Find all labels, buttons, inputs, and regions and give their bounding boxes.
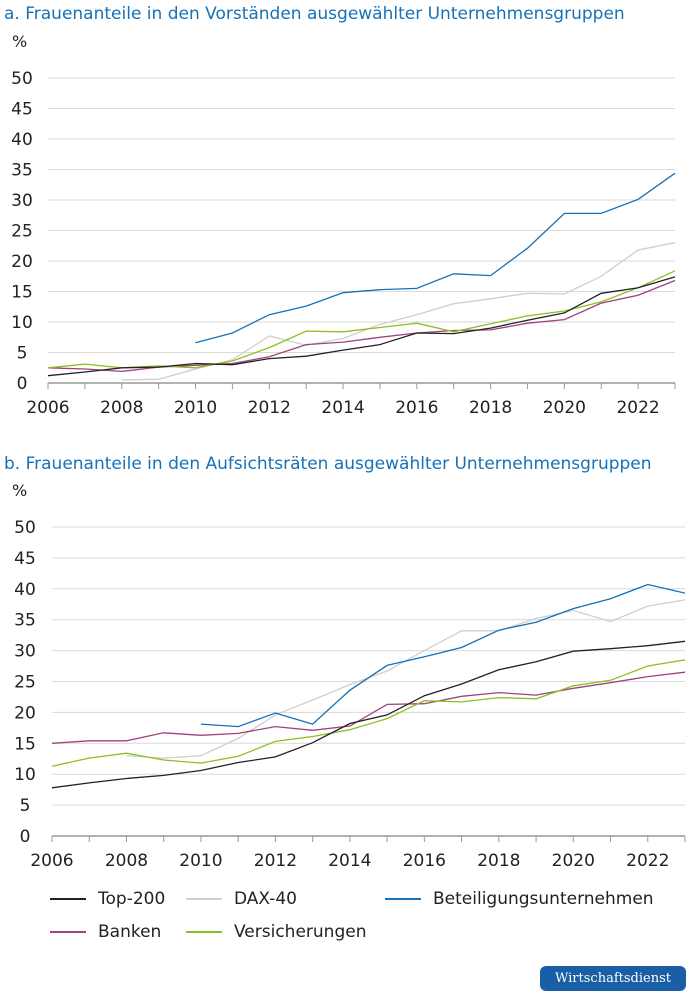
x-tick-label: 2014	[321, 398, 364, 418]
y-tick-label: 35	[11, 161, 33, 181]
x-tick-label: 2006	[26, 398, 69, 418]
y-unit-label: %	[12, 481, 27, 500]
x-tick-label: 2020	[552, 851, 595, 871]
series-line-top-200	[51, 640, 686, 789]
legend-label: Top-200	[98, 889, 166, 909]
legend-swatch	[50, 898, 86, 900]
x-tick-label: 2018	[469, 398, 512, 418]
y-unit-label: %	[12, 32, 27, 51]
y-tick-label: 0	[17, 374, 28, 394]
y-tick-label: 25	[14, 673, 36, 693]
y-tick-label: 10	[11, 313, 33, 333]
y-tick-label: 30	[11, 191, 33, 211]
x-tick-label: 2020	[543, 398, 586, 418]
series-line-banken	[51, 671, 686, 744]
y-tick-label: 45	[11, 100, 33, 120]
y-tick-label: 10	[14, 765, 36, 785]
y-tick-label: 30	[14, 642, 36, 662]
x-tick-label: 2008	[105, 851, 148, 871]
x-tick-label: 2016	[403, 851, 446, 871]
y-tick-label: 15	[11, 283, 33, 303]
chart-b-title: b. Frauenanteile in den Aufsichtsräten a…	[4, 454, 652, 474]
legend-banken: Banken	[50, 922, 161, 942]
legend-label: Beteiligungsunternehmen	[433, 889, 654, 909]
legend-swatch	[50, 931, 86, 933]
series-line-top-200	[47, 276, 676, 377]
y-tick-label: 5	[20, 796, 31, 816]
legend-label: Versicherungen	[234, 922, 367, 942]
x-tick-label: 2010	[179, 851, 222, 871]
x-tick-label: 2022	[616, 398, 659, 418]
y-tick-label: 50	[14, 518, 36, 538]
y-tick-label: 20	[11, 252, 33, 272]
legend-versicherungen: Versicherungen	[186, 922, 366, 942]
y-tick-label: 40	[14, 580, 36, 600]
y-tick-label: 5	[17, 344, 28, 364]
x-tick-label: 2008	[100, 398, 143, 418]
x-tick-label: 2022	[626, 851, 669, 871]
x-tick-label: 2014	[328, 851, 371, 871]
y-tick-label: 15	[14, 734, 36, 754]
y-tick-label: 20	[14, 703, 36, 723]
y-tick-label: 25	[11, 222, 33, 242]
x-tick-label: 2012	[254, 851, 297, 871]
legend-top-200: Top-200	[50, 889, 165, 909]
x-tick-label: 2010	[174, 398, 217, 418]
y-tick-label: 45	[14, 549, 36, 569]
legend-swatch	[186, 898, 222, 900]
legend-dax-40: DAX-40	[186, 889, 297, 909]
series-line-banken	[47, 279, 676, 373]
chart-a-title: a. Frauenanteile in den Vorständen ausge…	[4, 4, 625, 24]
series-line-dax-40	[121, 242, 676, 381]
legend-label: Banken	[98, 922, 162, 942]
legend-swatch	[186, 931, 222, 933]
wirtschaftsdienst-logo: Wirtschaftsdienst	[540, 966, 686, 991]
legend-swatch	[385, 898, 421, 900]
y-tick-label: 40	[11, 130, 33, 150]
y-tick-label: 35	[14, 611, 36, 631]
x-tick-label: 2018	[477, 851, 520, 871]
x-tick-label: 2016	[395, 398, 438, 418]
series-line-versicherungen	[51, 659, 686, 767]
legend-beteiligungsunternehmen: Beteiligungsunternehmen	[385, 889, 654, 909]
x-tick-label: 2012	[248, 398, 291, 418]
series-line-beteiligungsunternehmen	[195, 172, 676, 344]
y-tick-label: 0	[20, 827, 31, 847]
series-line-beteiligungsunternehmen	[200, 583, 686, 728]
y-tick-label: 50	[11, 69, 33, 89]
x-tick-label: 2006	[30, 851, 73, 871]
legend-label: DAX-40	[234, 889, 297, 909]
